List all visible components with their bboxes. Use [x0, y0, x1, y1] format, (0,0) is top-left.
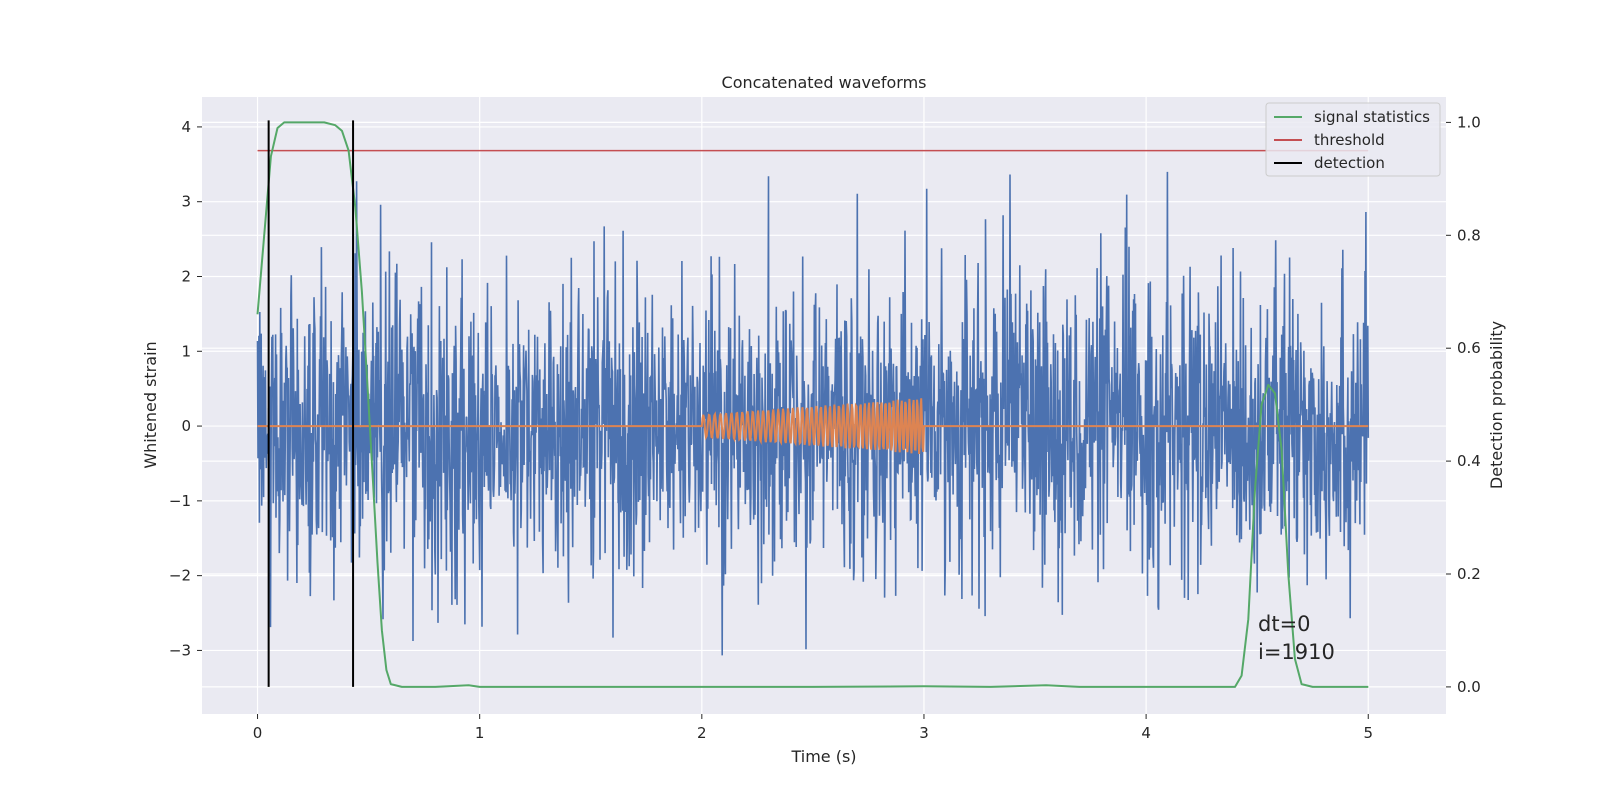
x-tick-label: 1 [475, 724, 485, 742]
y-tick-label: −1 [169, 492, 191, 510]
stats-series [256, 120, 1369, 688]
y2-tick-label: 0.0 [1457, 678, 1481, 696]
y-tick-label: 1 [181, 342, 191, 360]
template-series [257, 398, 1369, 455]
legend: signal statistics threshold detection [1265, 102, 1441, 177]
legend-label-statistics: signal statistics [1314, 108, 1430, 126]
strain-series [256, 171, 1370, 656]
x-tick-label: 5 [1363, 724, 1373, 742]
y2-axis-label: Detection probability [1487, 321, 1506, 489]
y-tick-label: −2 [169, 567, 191, 585]
x-tick-label: 3 [919, 724, 929, 742]
annotation-dt: dt=0 [1258, 612, 1311, 636]
y-tick-label: 0 [181, 417, 191, 435]
x-axis-label: Time (s) [790, 747, 856, 766]
legend-label-threshold: threshold [1314, 131, 1385, 149]
y-axis-label: Whitened strain [141, 341, 160, 468]
x-tick-label: 2 [697, 724, 707, 742]
template-line [257, 398, 1369, 455]
y-tick-label: 2 [181, 267, 191, 285]
strain-line [256, 171, 1370, 656]
x-tick-label: 0 [253, 724, 263, 742]
y2-tick-label: 0.2 [1457, 565, 1481, 583]
y2-tick-label: 0.8 [1457, 226, 1481, 244]
y-tick-label: 3 [181, 193, 191, 211]
annotation: dt=0 i=1910 [1258, 612, 1335, 664]
right-axis-ticks: 0.0 0.2 0.4 0.6 0.8 1.0 [1446, 113, 1481, 696]
annotation-index: i=1910 [1258, 640, 1335, 664]
chart-title: Concatenated waveforms [722, 73, 927, 92]
y2-tick-label: 0.4 [1457, 452, 1481, 470]
left-axis-ticks: −3 −2 −1 0 1 2 3 4 [169, 118, 202, 659]
y-tick-label: 4 [181, 118, 191, 136]
x-axis-ticks: 0 1 2 3 4 5 [253, 714, 1373, 742]
signal-statistics-line [256, 121, 1369, 688]
y2-tick-label: 1.0 [1457, 113, 1481, 131]
x-tick-label: 4 [1141, 724, 1151, 742]
y-tick-label: −3 [169, 641, 191, 659]
legend-box [1265, 102, 1441, 177]
legend-label-detection: detection [1314, 154, 1385, 172]
y2-tick-label: 0.6 [1457, 339, 1481, 357]
